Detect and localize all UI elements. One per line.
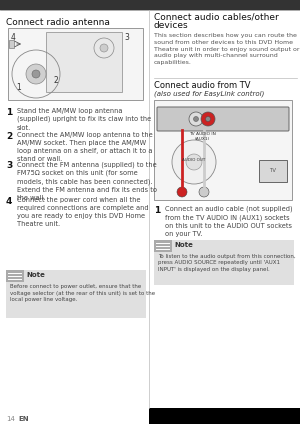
Text: Connect audio cables/other: Connect audio cables/other xyxy=(154,12,279,21)
Text: Before connect to power outlet, ensure that the
voltage selector (at the rear of: Before connect to power outlet, ensure t… xyxy=(10,284,155,302)
Text: 1: 1 xyxy=(154,206,160,215)
Text: Connect radio antenna: Connect radio antenna xyxy=(6,18,110,27)
Text: This section describes how you can route the
sound from other devices to this DV: This section describes how you can route… xyxy=(154,33,299,65)
Circle shape xyxy=(26,64,46,84)
Text: TV: TV xyxy=(269,168,277,173)
Bar xyxy=(154,240,172,252)
Text: devices: devices xyxy=(154,21,189,30)
Bar xyxy=(154,240,294,285)
Circle shape xyxy=(206,117,211,122)
Bar xyxy=(0,0,300,10)
Text: 14: 14 xyxy=(6,416,15,422)
Circle shape xyxy=(100,44,108,52)
Bar xyxy=(149,408,300,424)
Bar xyxy=(6,270,146,318)
Text: Note: Note xyxy=(26,272,45,278)
Text: 3: 3 xyxy=(124,33,129,42)
Bar xyxy=(46,32,122,92)
Text: 2: 2 xyxy=(54,76,59,85)
Text: To listen to the audio output from this connection,
press AUDIO SOURCE repeatedl: To listen to the audio output from this … xyxy=(158,254,296,272)
Text: 4: 4 xyxy=(11,33,16,42)
Bar xyxy=(154,100,292,200)
Bar xyxy=(259,160,287,182)
Text: 1: 1 xyxy=(16,83,21,92)
Text: (also used for EasyLink control): (also used for EasyLink control) xyxy=(154,90,264,97)
Bar xyxy=(8,28,143,100)
Circle shape xyxy=(199,187,209,197)
Bar xyxy=(9,40,14,48)
Text: TV AUDIO IN
(AUX1): TV AUDIO IN (AUX1) xyxy=(189,132,215,141)
Bar xyxy=(6,270,24,282)
Text: Connect the power cord when all the
required connections are complete and
you ar: Connect the power cord when all the requ… xyxy=(17,198,148,227)
Circle shape xyxy=(201,112,215,126)
Text: 4: 4 xyxy=(6,198,12,206)
Text: Connect an audio cable (not supplied)
from the TV AUDIO IN (AUX1) sockets
on thi: Connect an audio cable (not supplied) fr… xyxy=(165,206,292,237)
Text: AUDIO OUT: AUDIO OUT xyxy=(182,158,206,162)
Text: Connect audio from TV: Connect audio from TV xyxy=(154,81,250,90)
Text: 2: 2 xyxy=(6,131,12,141)
Circle shape xyxy=(172,140,216,184)
Circle shape xyxy=(177,187,187,197)
Circle shape xyxy=(186,154,202,170)
Text: Connect the FM antenna (supplied) to the
FM75Ω socket on this unit (for some
mod: Connect the FM antenna (supplied) to the… xyxy=(17,162,157,201)
FancyBboxPatch shape xyxy=(157,107,289,131)
Text: EN: EN xyxy=(18,416,28,422)
Circle shape xyxy=(32,70,40,78)
Text: 1: 1 xyxy=(6,108,12,117)
Circle shape xyxy=(194,117,199,122)
Text: Connect the AM/MW loop antenna to the
AM/MW socket. Then place the AM/MW
loop an: Connect the AM/MW loop antenna to the AM… xyxy=(17,131,153,162)
Text: Note: Note xyxy=(174,242,193,248)
Text: 3: 3 xyxy=(6,162,12,170)
Circle shape xyxy=(189,112,203,126)
Text: Stand the AM/MW loop antenna
(supplied) upright to fix its claw into the
slot.: Stand the AM/MW loop antenna (supplied) … xyxy=(17,108,151,131)
